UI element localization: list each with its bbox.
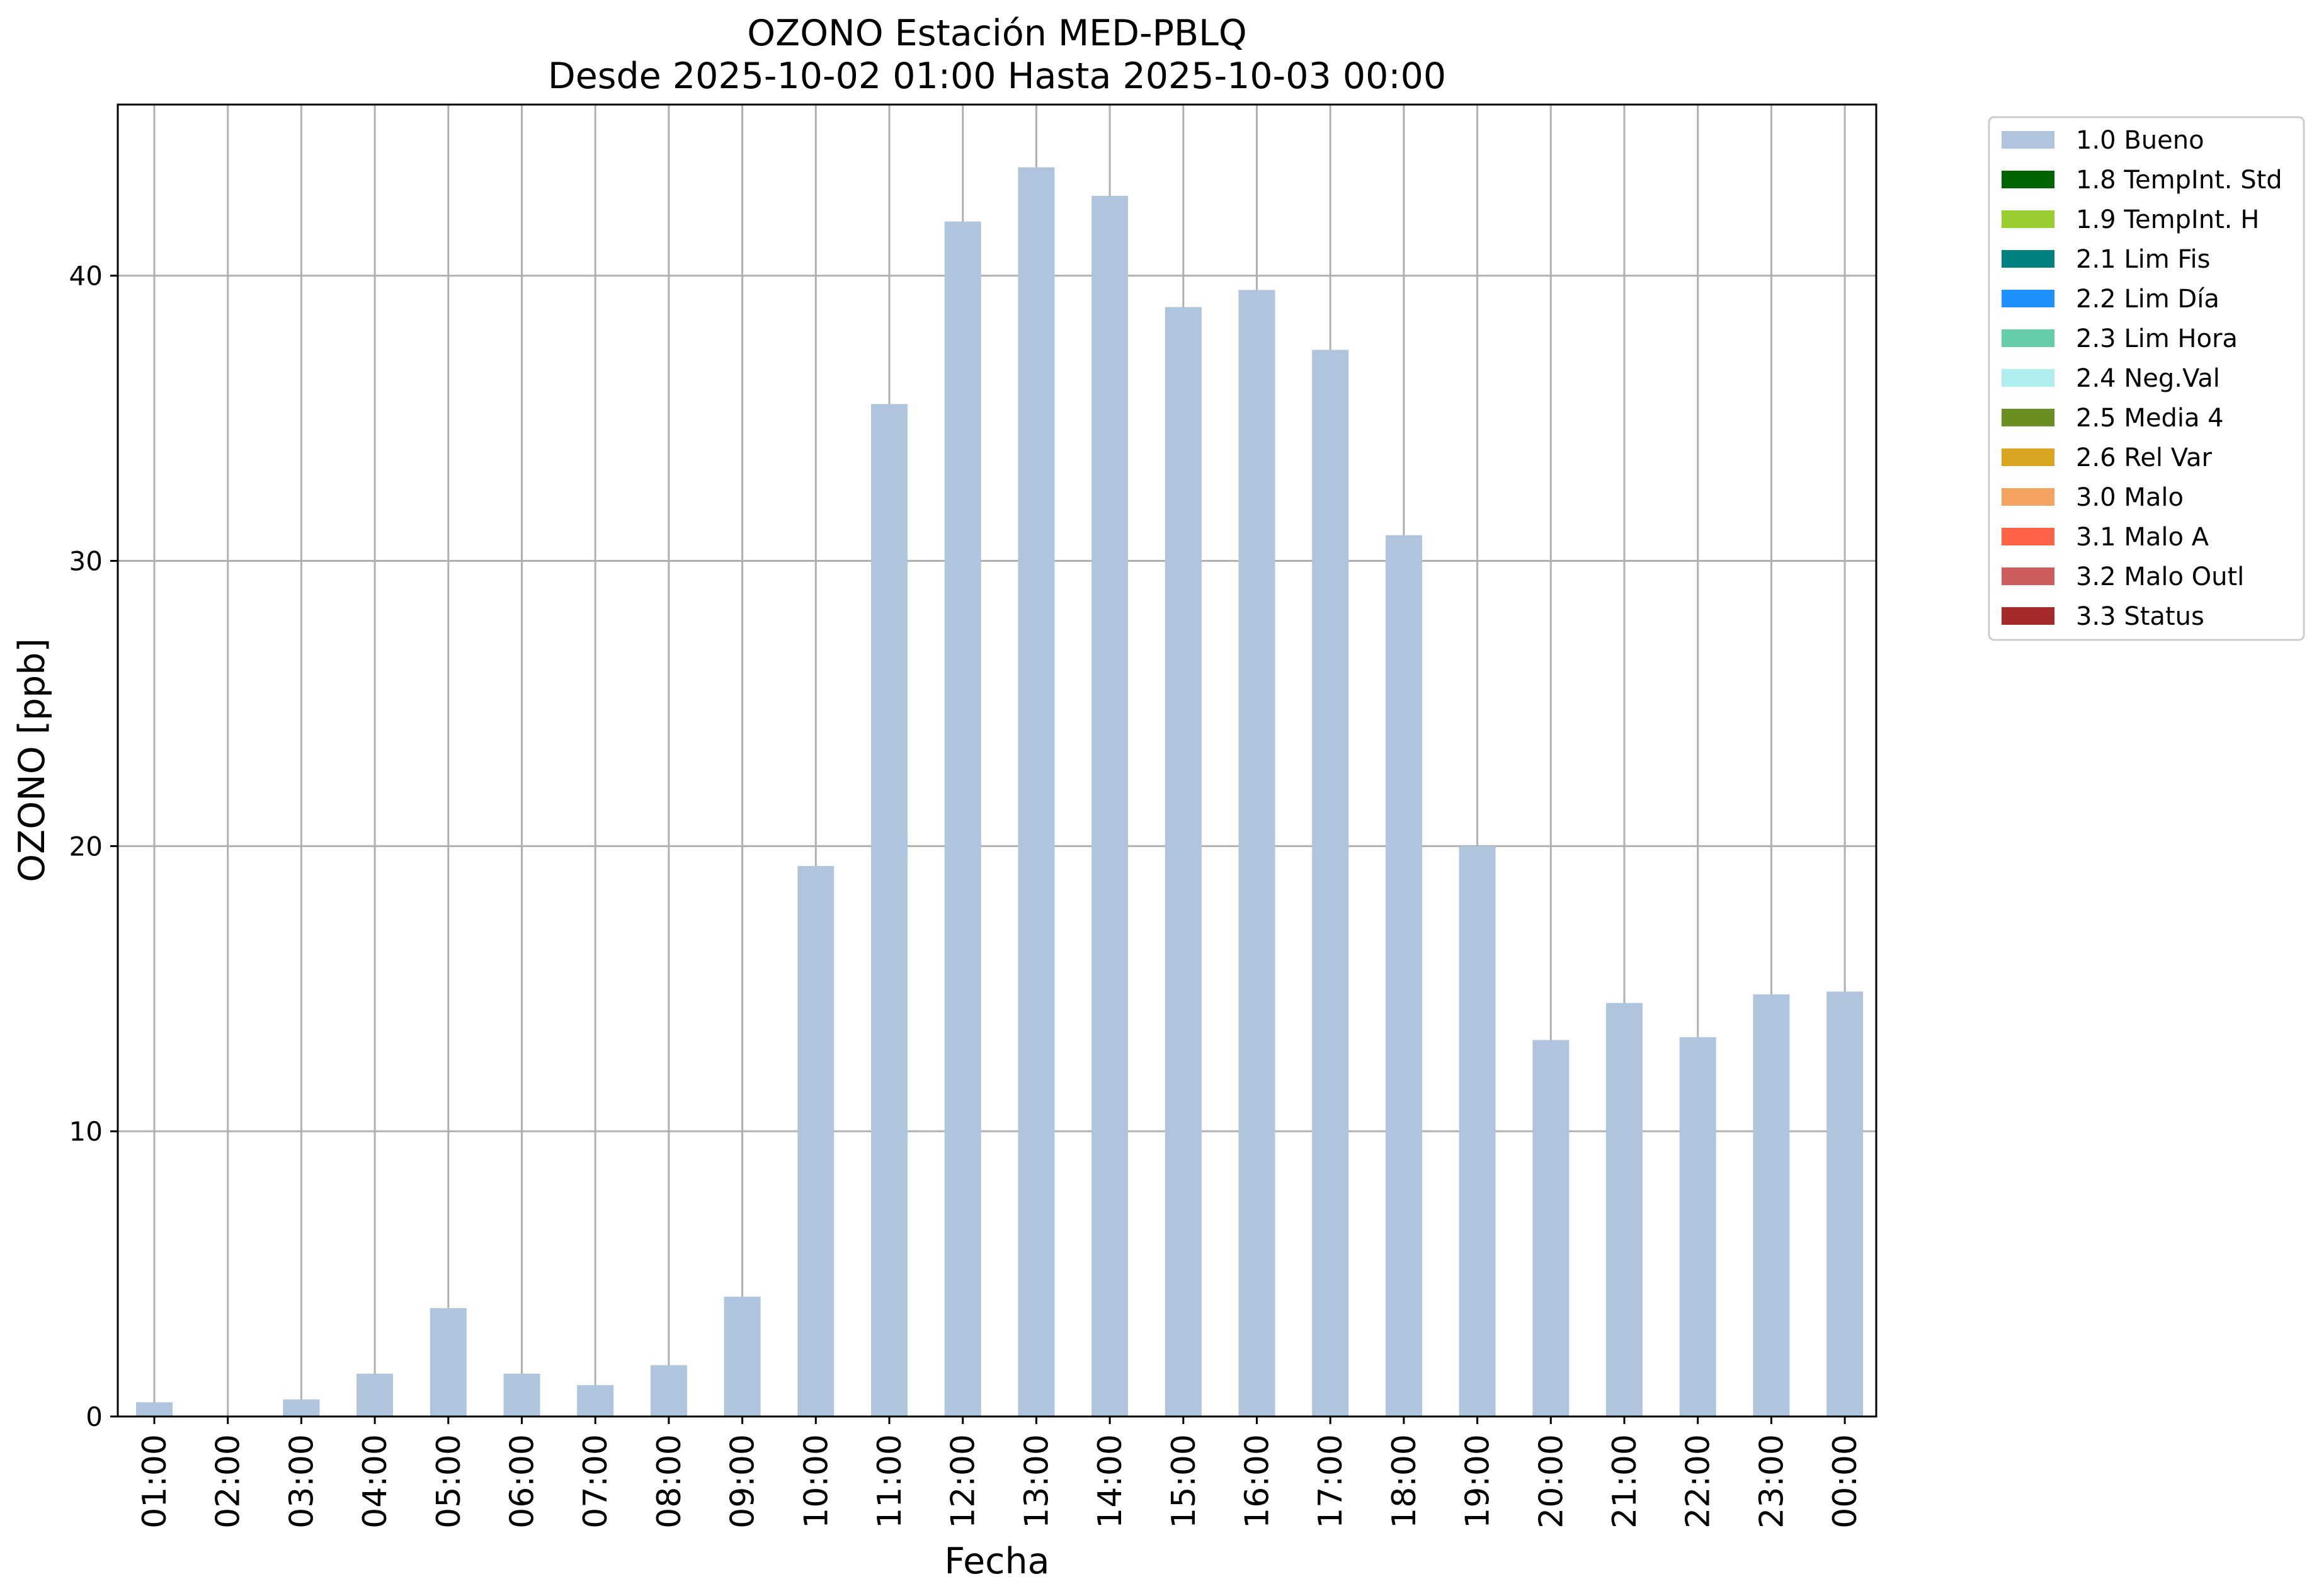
x-tick-label: 02:00 <box>210 1434 248 1529</box>
legend-label: 1.9 TempInt. H <box>2076 205 2259 234</box>
legend-swatch <box>2002 171 2054 188</box>
bar-0800 <box>650 1365 687 1416</box>
x-tick-label: 16:00 <box>1239 1434 1277 1529</box>
legend-swatch <box>2002 528 2054 545</box>
legend-swatch <box>2002 250 2054 268</box>
x-tick-label: 05:00 <box>430 1434 468 1529</box>
legend-label: 3.3 Status <box>2076 602 2204 631</box>
legend-swatch <box>2002 607 2054 625</box>
legend-swatch <box>2002 369 2054 387</box>
x-tick-label: 22:00 <box>1680 1434 1718 1529</box>
legend-swatch <box>2002 488 2054 506</box>
bar-0500 <box>430 1308 467 1416</box>
y-axis-ticks: 0 10 20 30 40 <box>69 261 118 1432</box>
x-tick-label: 17:00 <box>1312 1434 1350 1529</box>
y-tick-label: 30 <box>69 546 103 577</box>
bar-0400 <box>356 1374 394 1416</box>
x-tick-label: 04:00 <box>356 1434 394 1529</box>
legend-label: 2.2 Lim Día <box>2076 285 2219 314</box>
x-tick-label: 06:00 <box>504 1434 542 1529</box>
bars <box>136 167 1864 1417</box>
x-tick-label: 19:00 <box>1459 1434 1497 1529</box>
legend-label: 2.1 Lim Fis <box>2076 245 2210 274</box>
chart-subtitle: Desde 2025-10-02 01:00 Hasta 2025-10-03 … <box>548 55 1446 97</box>
legend-label: 2.3 Lim Hora <box>2076 324 2238 353</box>
bar-2000 <box>1532 1040 1570 1416</box>
y-tick-label: 40 <box>69 261 103 292</box>
legend-swatch <box>2002 409 2054 426</box>
x-tick-label: 21:00 <box>1606 1434 1644 1529</box>
legend-swatch <box>2002 329 2054 347</box>
x-tick-label: 23:00 <box>1753 1434 1791 1529</box>
x-tick-label: 07:00 <box>577 1434 615 1529</box>
x-tick-label: 13:00 <box>1018 1434 1056 1529</box>
x-axis-ticks: 01:00 02:00 03:00 04:00 05:00 06:00 07:00 08:00… <box>136 1416 1864 1529</box>
bar-1700 <box>1312 350 1349 1416</box>
y-tick-label: 10 <box>69 1116 103 1147</box>
bar-2100 <box>1606 1003 1643 1416</box>
bar-0600 <box>503 1374 540 1416</box>
x-tick-label: 14:00 <box>1091 1434 1129 1529</box>
x-tick-label: 08:00 <box>651 1434 688 1529</box>
legend-label: 2.6 Rel Var <box>2076 443 2213 472</box>
bar-1900 <box>1459 846 1496 1416</box>
bar-1300 <box>1018 167 1055 1417</box>
bar-1400 <box>1091 195 1129 1417</box>
legend-label: 2.5 Media 4 <box>2076 404 2224 433</box>
bar-1000 <box>797 866 835 1416</box>
legend-swatch <box>2002 567 2054 585</box>
x-tick-label: 10:00 <box>797 1434 835 1529</box>
chart-title: OZONO Estación MED-PBLQ <box>747 13 1246 54</box>
bar-0100 <box>136 1402 173 1416</box>
legend-label: 3.1 Malo A <box>2076 523 2209 552</box>
bar-0900 <box>724 1296 761 1416</box>
bar-0300 <box>283 1399 320 1416</box>
y-tick-label: 20 <box>69 831 103 862</box>
bar-2200 <box>1679 1037 1716 1416</box>
legend-swatch <box>2002 448 2054 466</box>
bar-1100 <box>871 404 908 1416</box>
x-tick-label: 11:00 <box>871 1434 909 1529</box>
plot-frame <box>117 103 1877 1418</box>
legend-label: 2.4 Neg.Val <box>2076 364 2220 393</box>
legend-label: 3.0 Malo <box>2076 483 2184 512</box>
legend-label: 1.0 Bueno <box>2076 126 2204 155</box>
bar-1500 <box>1165 307 1202 1416</box>
x-axis-label: Fecha <box>944 1541 1049 1582</box>
legend-label: 3.2 Malo Outl <box>2076 562 2244 591</box>
bar-1200 <box>944 221 981 1416</box>
x-tick-label: 01:00 <box>136 1434 174 1529</box>
legend-swatch <box>2002 210 2054 228</box>
bar-1800 <box>1385 535 1422 1417</box>
legend-label: 1.8 TempInt. Std <box>2076 166 2282 195</box>
x-tick-label: 15:00 <box>1165 1434 1203 1529</box>
legend-frame <box>1988 116 2305 641</box>
bar-0000 <box>1826 991 1864 1416</box>
x-tick-label: 18:00 <box>1386 1434 1423 1529</box>
y-axis-label: OZONO [ppb] <box>11 638 53 882</box>
bar-2300 <box>1753 994 1790 1416</box>
bar-0700 <box>577 1385 614 1416</box>
x-tick-label: 00:00 <box>1826 1434 1864 1529</box>
bar-1600 <box>1238 290 1275 1417</box>
x-tick-label: 09:00 <box>724 1434 762 1529</box>
x-tick-label: 20:00 <box>1532 1434 1570 1529</box>
x-tick-label: 12:00 <box>945 1434 983 1529</box>
legend: 1.0 Bueno 1.8 TempInt. Std 1.9 TempInt. H 2… <box>1988 116 2305 641</box>
legend-swatch <box>2002 290 2054 307</box>
y-tick-label: 0 <box>86 1401 103 1432</box>
x-tick-label: 03:00 <box>283 1434 321 1529</box>
legend-swatch <box>2002 131 2054 149</box>
